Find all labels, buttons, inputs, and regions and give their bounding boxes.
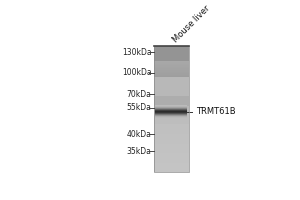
Text: 35kDa: 35kDa <box>127 147 152 156</box>
Text: 100kDa: 100kDa <box>122 68 152 77</box>
Text: 70kDa: 70kDa <box>127 90 152 99</box>
Text: Mouse liver: Mouse liver <box>171 3 212 44</box>
Text: 55kDa: 55kDa <box>127 103 152 112</box>
Text: 40kDa: 40kDa <box>127 130 152 139</box>
Text: TRMT61B: TRMT61B <box>196 107 235 116</box>
Bar <box>154 46 189 172</box>
Text: 130kDa: 130kDa <box>122 48 152 57</box>
